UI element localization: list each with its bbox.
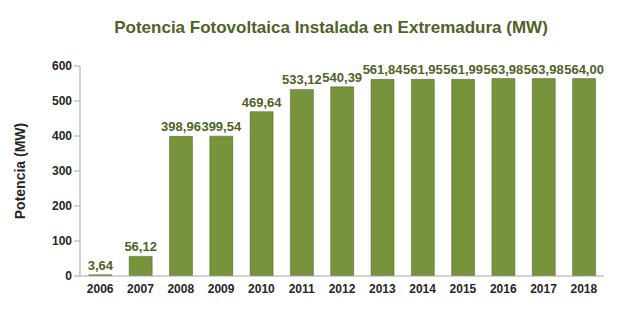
svg-text:56,12: 56,12 [124,239,157,254]
html-text:Potencia Fotovoltaica Instalad: Potencia Fotovoltaica Instalada en Extre… [114,18,548,37]
svg-text:563,98: 563,98 [524,62,564,77]
svg-text:561,95: 561,95 [403,62,443,77]
svg-text:600: 600 [52,59,72,73]
svg-text:2016: 2016 [490,282,517,296]
svg-text:2014: 2014 [409,282,436,296]
svg-text:2011: 2011 [289,282,315,296]
svg-text:2006: 2006 [87,282,114,296]
svg-text:2007: 2007 [127,282,154,296]
svg-text:200: 200 [52,199,72,213]
svg-text:398,96: 398,96 [161,119,201,134]
svg-text:469,64: 469,64 [242,95,283,110]
svg-text:2017: 2017 [530,282,557,296]
svg-text:2015: 2015 [450,282,477,296]
svg-text:533,12: 533,12 [282,72,322,87]
svg-text:563,98: 563,98 [484,62,524,77]
svg-text:2009: 2009 [208,282,235,296]
svg-text:100: 100 [52,234,72,248]
svg-text:2012: 2012 [329,282,356,296]
svg-text:399,54: 399,54 [201,119,242,134]
svg-text:2013: 2013 [369,282,396,296]
svg-text:2018: 2018 [570,282,597,296]
svg-text:Potencia (MW): Potencia (MW) [12,123,28,219]
svg-text:564,00: 564,00 [564,62,604,77]
svg-text:561,99: 561,99 [443,62,483,77]
svg-text:300: 300 [52,164,72,178]
svg-text:2010: 2010 [248,282,275,296]
svg-text:500: 500 [52,94,72,108]
svg-text:400: 400 [52,129,72,143]
svg-text:3,64: 3,64 [88,258,114,273]
svg-text:561,84: 561,84 [363,62,404,77]
svg-text:540,39: 540,39 [322,70,362,85]
svg-text:2008: 2008 [167,282,194,296]
svg-text:0: 0 [65,269,72,283]
